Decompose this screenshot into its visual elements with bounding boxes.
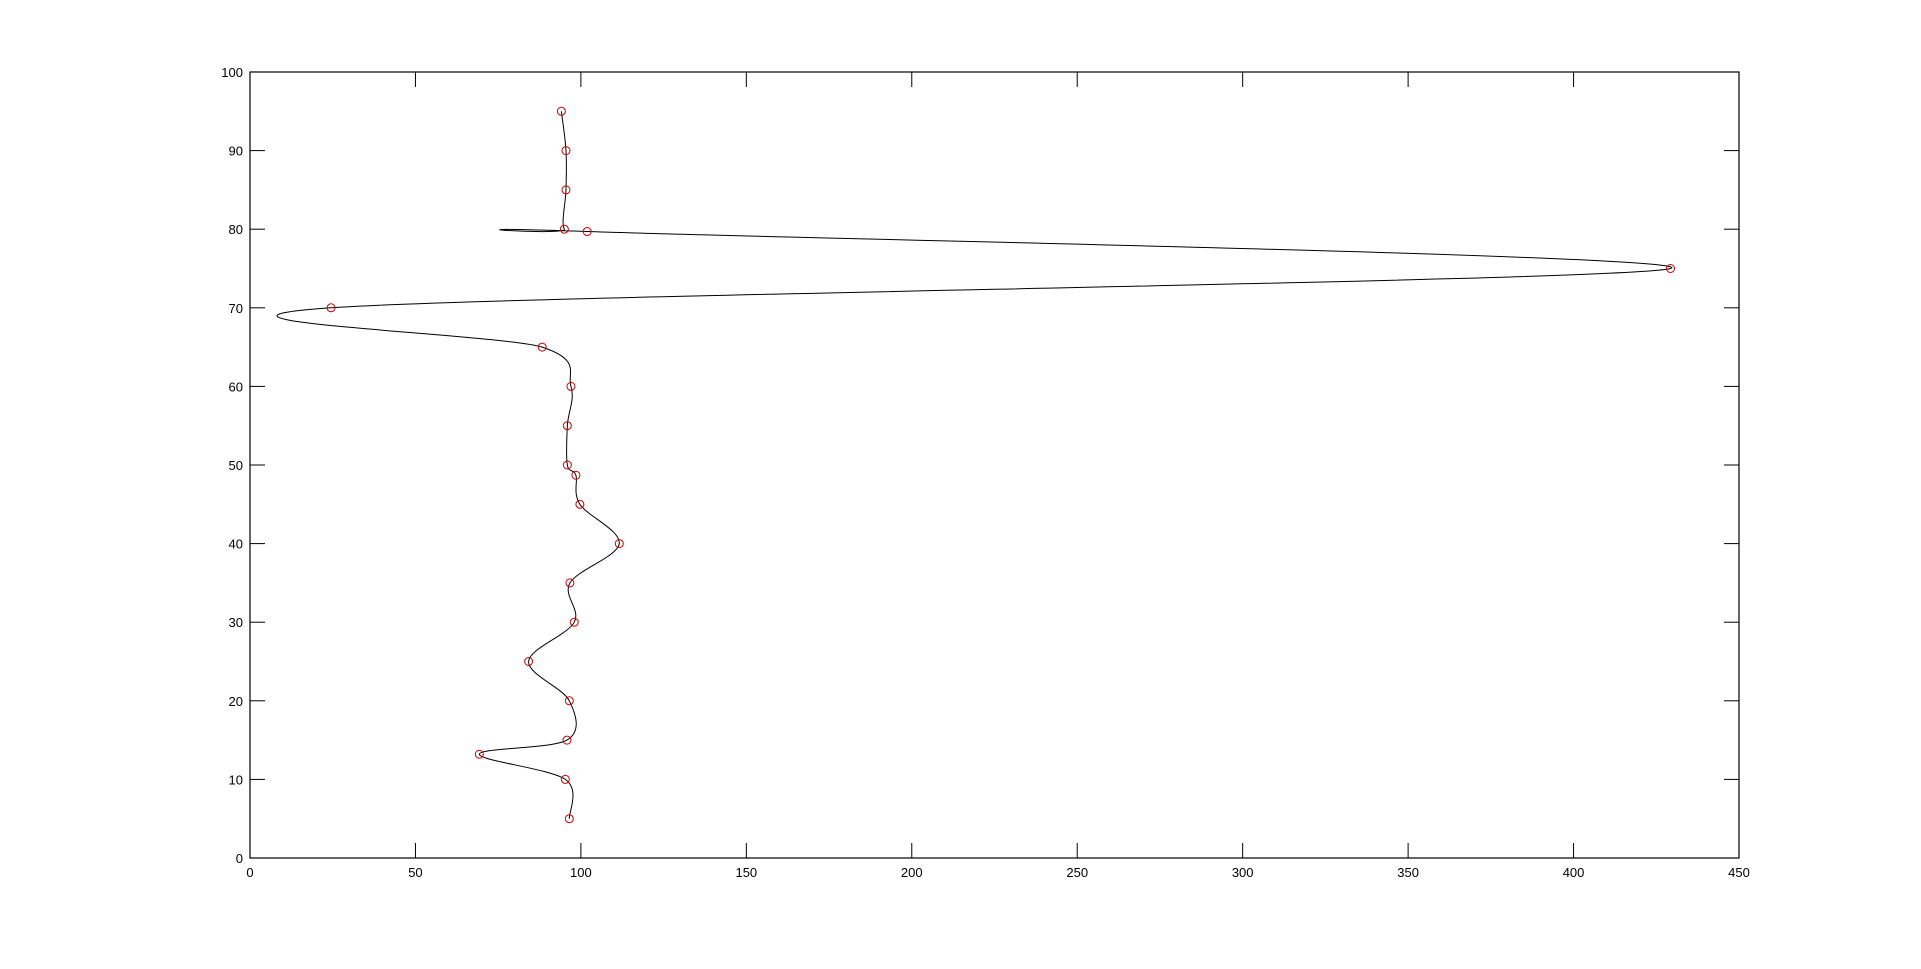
data-point (524, 657, 534, 666)
data-point (556, 106, 566, 116)
x-tick-label: 300 (1232, 865, 1254, 880)
data-point (575, 499, 585, 509)
data-point (560, 774, 570, 784)
x-tick-label: 250 (1066, 865, 1088, 880)
x-tick-label: 150 (735, 865, 757, 880)
data-point (564, 696, 574, 706)
y-tick-label: 90 (229, 144, 243, 159)
x-tick-label: 200 (901, 865, 923, 880)
data-point (561, 146, 571, 156)
y-tick-label: 60 (229, 379, 243, 394)
y-tick-label: 20 (229, 694, 243, 709)
x-tick-label: 450 (1728, 865, 1750, 880)
data-point (565, 578, 575, 588)
y-tick-label: 70 (229, 301, 243, 316)
data-point (562, 421, 572, 431)
data-point (474, 749, 484, 759)
data-point (571, 470, 581, 480)
data-point (569, 617, 579, 627)
x-tick-label: 0 (246, 865, 253, 880)
x-tick-label: 400 (1563, 865, 1585, 880)
data-point (562, 735, 572, 745)
x-tick-label: 100 (570, 865, 592, 880)
data-markers (326, 106, 1676, 824)
data-point (561, 185, 571, 195)
data-line (276, 111, 1673, 819)
y-tick-label: 50 (229, 458, 243, 473)
data-point (566, 381, 576, 391)
axis-ticks: 0 50 100 150 200 250 300 350 400 450 0 10 20 30 40 50 60… (221, 65, 1750, 880)
data-point (1666, 264, 1676, 273)
y-tick-label: 40 (229, 537, 243, 552)
plot-area (249, 71, 1740, 859)
y-tick-label: 80 (229, 222, 243, 237)
data-point (537, 342, 547, 352)
y-tick-label: 10 (229, 772, 243, 787)
y-tick-label: 0 (236, 851, 243, 866)
data-point (559, 224, 569, 234)
x-tick-label: 350 (1397, 865, 1419, 880)
data-point (326, 303, 336, 313)
y-tick-label: 30 (229, 615, 243, 630)
x-tick-label: 50 (408, 865, 422, 880)
data-point (564, 814, 574, 824)
y-tick-label: 100 (221, 65, 243, 80)
data-point (614, 539, 624, 549)
data-point (562, 460, 572, 470)
data-point (582, 227, 592, 237)
